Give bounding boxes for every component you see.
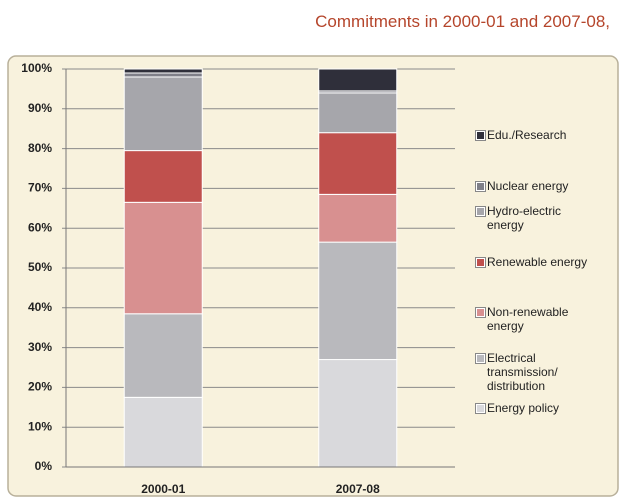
bar-segment xyxy=(123,313,203,398)
chart-title: Commitments in 2000-01 and 2007-08, xyxy=(315,12,610,31)
legend-label: Non-renewable energy xyxy=(487,305,569,333)
legend-entry: Edu./Research xyxy=(475,128,588,142)
legend-entry: Renewable energy xyxy=(475,255,588,269)
bar-segment xyxy=(318,132,398,195)
bar-segment xyxy=(318,359,398,468)
legend-label: Electrical transmission/ distribution xyxy=(487,351,558,393)
bar-segment xyxy=(318,68,398,92)
bar-segment xyxy=(123,72,203,78)
legend-swatch xyxy=(475,257,486,268)
bar-segment xyxy=(123,76,203,152)
bar-segment xyxy=(318,193,398,243)
y-tick-label: 60% xyxy=(28,220,52,234)
legend-swatch xyxy=(475,130,486,141)
legend-entry: Energy policy xyxy=(475,401,588,415)
bar-segment xyxy=(123,150,203,203)
bar-segment xyxy=(318,241,398,361)
y-tick-label: 80% xyxy=(28,141,52,155)
x-tick-label: 2000-01 xyxy=(141,482,185,496)
y-tick-label: 70% xyxy=(28,181,52,195)
chart-panel xyxy=(7,55,619,497)
y-tick-label: 30% xyxy=(28,340,52,354)
y-tick-label: 100% xyxy=(21,61,52,75)
legend-entry: Nuclear energy xyxy=(475,179,588,193)
legend-entry: Electrical transmission/ distribution xyxy=(475,351,588,393)
bar-segment xyxy=(123,396,203,468)
legend-entry: Hydro-electric energy xyxy=(475,204,588,232)
y-tick-label: 0% xyxy=(35,459,53,473)
legend-swatch xyxy=(475,206,486,217)
y-tick-label: 50% xyxy=(28,260,52,274)
y-tick-label: 90% xyxy=(28,101,52,115)
y-tick-label: 40% xyxy=(28,300,52,314)
legend-label: Nuclear energy xyxy=(487,179,569,193)
bar-segment xyxy=(123,201,203,315)
legend-label: Energy policy xyxy=(487,401,560,415)
y-tick-label: 20% xyxy=(28,380,52,394)
legend-swatch xyxy=(475,353,486,364)
legend-swatch xyxy=(475,307,486,318)
bar-segment xyxy=(318,92,398,134)
bar-segment xyxy=(123,68,203,74)
legend-entry: Non-renewable energy xyxy=(475,305,588,333)
legend-swatch xyxy=(475,403,486,414)
x-tick-label: 2007-08 xyxy=(336,482,380,496)
legend-label: Edu./Research xyxy=(487,128,567,142)
legend-label: Renewable energy xyxy=(487,255,588,269)
y-tick-label: 10% xyxy=(28,419,52,433)
legend-swatch xyxy=(475,181,486,192)
legend-label: Hydro-electric energy xyxy=(487,204,562,232)
